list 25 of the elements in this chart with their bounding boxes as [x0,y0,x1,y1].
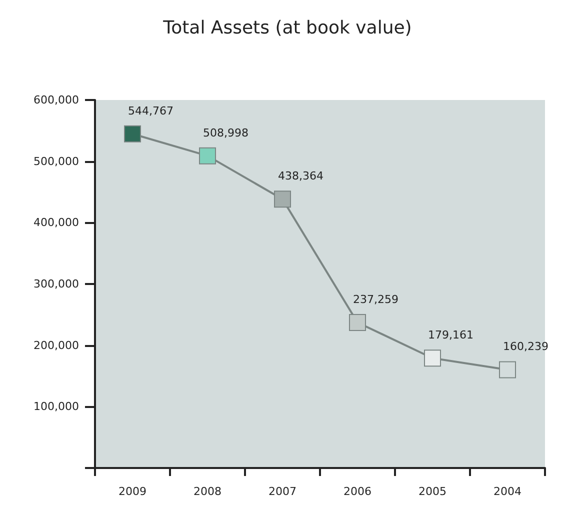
chart-title: Total Assets (at book value) [162,18,412,38]
x-tick-label: 2009 [118,485,146,498]
point [349,314,366,331]
x-tick-label: 2007 [268,485,296,498]
y-tick-label: 400,000 [34,216,79,230]
x-tick-label: 2004 [494,485,522,498]
point [199,147,216,164]
point [424,350,441,367]
x-tick-label: 2008 [194,485,222,498]
data-label: 160,239 [503,340,548,354]
point [124,125,141,142]
data-label: 237,259 [353,292,398,306]
x-tick-label: 2006 [344,485,372,498]
x-tick-label: 2005 [418,485,446,498]
point [499,361,516,378]
y-tick-label: 200,000 [34,338,79,352]
data-label: 508,998 [203,126,248,140]
y-tick-label: 600,000 [34,94,79,106]
y-tick-label: 300,000 [34,278,79,290]
data-label: 544,767 [128,104,174,118]
data-label: 179,161 [428,328,474,342]
y-tick-label: 100,000 [34,400,79,414]
point [274,190,291,208]
data-label: 438,364 [278,170,324,183]
y-tick-label: 500,000 [34,154,79,168]
